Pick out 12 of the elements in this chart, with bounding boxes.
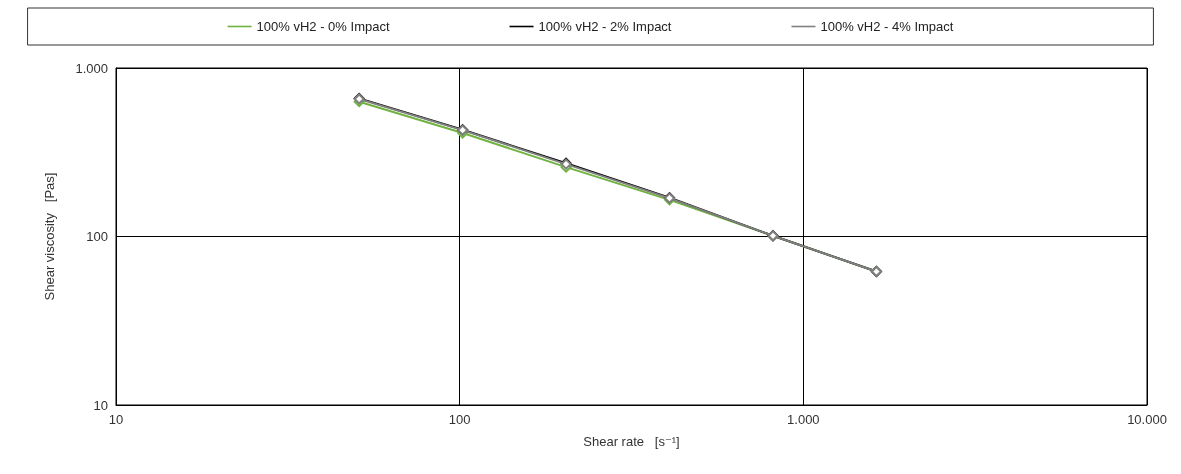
y-tick-label: 10	[93, 397, 108, 413]
y-axis-title: Shear viscosity [Pas]	[42, 172, 57, 301]
x-tick-label: 10	[108, 412, 124, 427]
legend-label: 100% vH2 - 4% Impact	[820, 19, 954, 34]
legend-label: 100% vH2 - 2% Impact	[538, 19, 672, 34]
x-axis-title: Shear rate [s⁻¹]	[583, 434, 680, 449]
x-tick-label: 1.000	[787, 412, 820, 427]
y-tick-label: 100	[86, 229, 108, 244]
x-tick-label: 100	[448, 412, 471, 427]
x-tick-label: 10.000	[1127, 412, 1167, 427]
legend-label: 100% vH2 - 0% Impact	[256, 19, 390, 34]
y-tick-label: 1.000	[75, 60, 108, 76]
